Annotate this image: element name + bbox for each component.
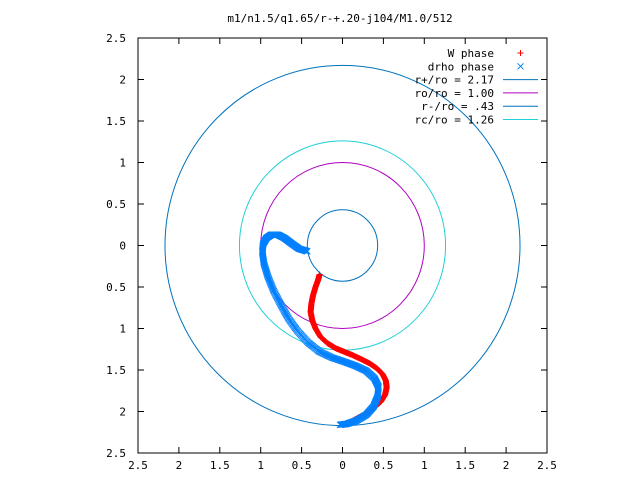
x-tick-label: 2 <box>503 459 510 472</box>
legend-swatch-cross <box>517 62 524 70</box>
drho-phase-point <box>264 272 272 280</box>
y-tick-label: 1 <box>119 157 126 170</box>
legend-label: r-/ro = .43 <box>421 100 494 113</box>
legend-label: W phase <box>448 47 494 60</box>
x-tick-label: 0.5 <box>292 459 312 472</box>
y-tick-label: 0.5 <box>106 198 126 211</box>
x-tick-label: 1 <box>421 459 428 472</box>
tick-layer: 2.5 2 1.5 1 0.5 0 0.5 1 1.5 2 2.52.521.510.500.511… <box>106 32 557 472</box>
y-tick-label: 1.5 <box>106 364 126 377</box>
legend-label: r+/ro = 2.17 <box>415 74 494 87</box>
legend-swatch-plus <box>517 50 524 56</box>
legend-label: rc/ro = 1.26 <box>415 114 494 127</box>
drho-phase-series <box>258 231 382 429</box>
circle-r-ro-43 <box>306 209 379 282</box>
w-phase-series <box>307 271 390 428</box>
y-tick-label: 2.5 <box>106 32 126 45</box>
circle-rc-ro-1-26 <box>238 140 447 351</box>
y-tick-label: 2 <box>119 74 126 87</box>
x-tick-label: 0 <box>339 459 346 472</box>
circle-ro-ro-1-00 <box>260 162 425 329</box>
points-layer <box>258 231 390 429</box>
drho-phase-point <box>336 421 344 429</box>
x-tick-label: 2.5 <box>128 459 148 472</box>
legend-label: ro/ro = 1.00 <box>415 87 494 100</box>
chart-title: m1/n1.5/q1.65/r-+.20-j104/M1.0/512 <box>227 12 452 25</box>
y-tick-label: 0.5 <box>106 281 126 294</box>
x-tick-label: 2.5 <box>537 459 557 472</box>
legend-label: drho phase <box>428 60 494 73</box>
x-tick-label: 1.5 <box>455 459 475 472</box>
x-tick-label: 0.5 <box>373 459 393 472</box>
x-tick-label: 1 <box>257 459 264 472</box>
y-tick-label: 1.5 <box>106 115 126 128</box>
y-tick-label: 1 <box>119 323 126 336</box>
y-tick-label: 2.5 <box>106 447 126 460</box>
y-tick-label: 0 <box>119 240 126 253</box>
y-tick-label: 2 <box>119 406 126 419</box>
x-tick-label: 1.5 <box>210 459 230 472</box>
x-tick-label: 2 <box>176 459 183 472</box>
